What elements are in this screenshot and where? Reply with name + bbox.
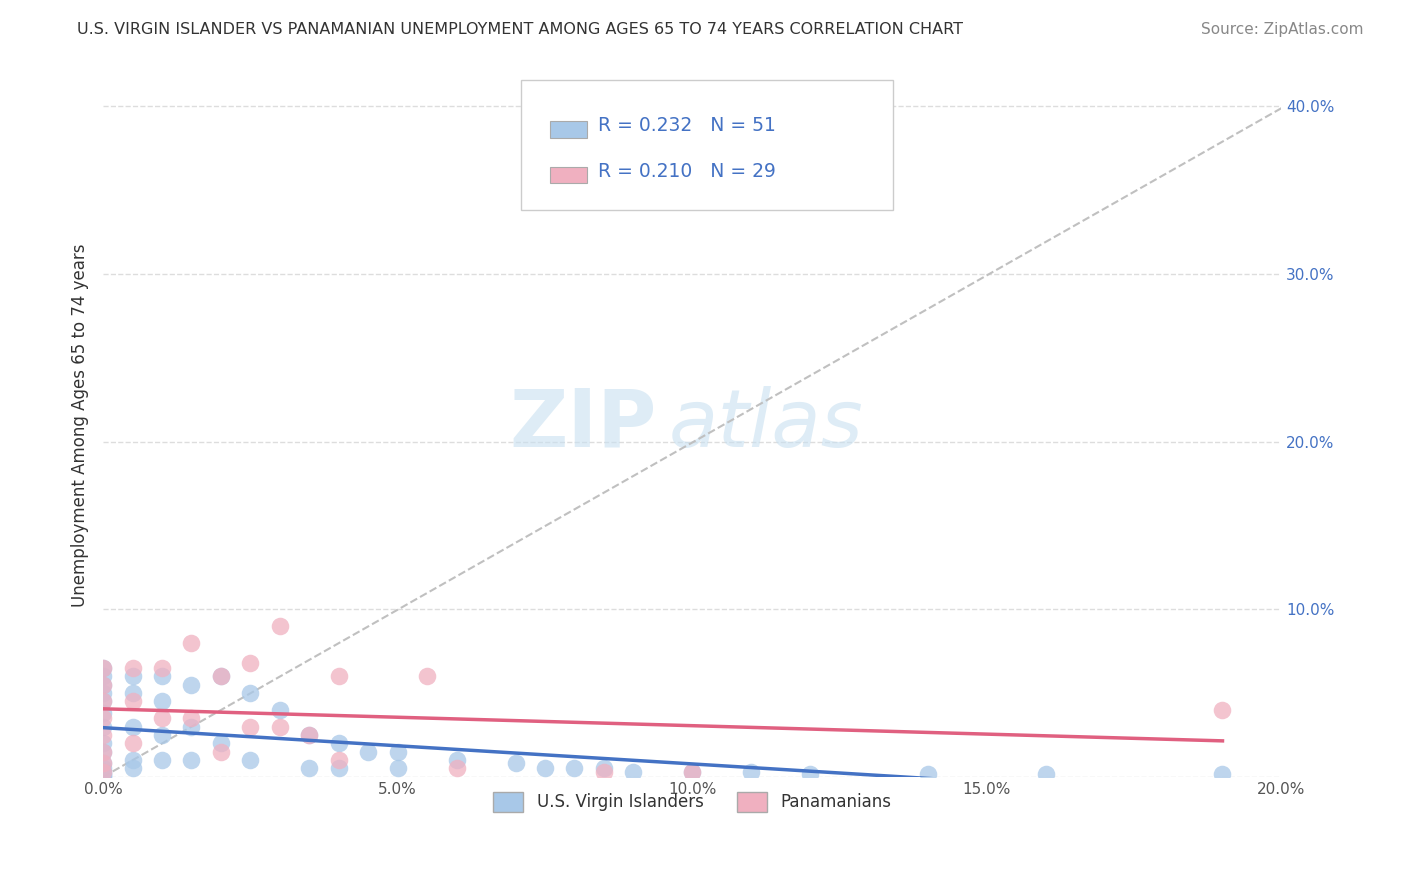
Point: [239, 753, 262, 767]
Point: [593, 764, 616, 779]
Text: ZIP: ZIP: [509, 386, 657, 464]
Point: [91, 736, 114, 750]
Point: [91, 686, 114, 700]
Point: [121, 686, 143, 700]
Point: [91, 661, 114, 675]
Point: [180, 720, 202, 734]
Point: [150, 661, 173, 675]
Point: [180, 753, 202, 767]
Point: [298, 728, 321, 742]
Point: [534, 762, 557, 776]
Point: [681, 764, 703, 779]
Point: [681, 764, 703, 779]
Point: [239, 656, 262, 670]
Point: [91, 745, 114, 759]
Point: [328, 669, 350, 683]
Point: [121, 669, 143, 683]
Point: [121, 736, 143, 750]
Point: [121, 720, 143, 734]
Text: R = 0.232   N = 51: R = 0.232 N = 51: [598, 116, 776, 136]
Y-axis label: Unemployment Among Ages 65 to 74 years: Unemployment Among Ages 65 to 74 years: [72, 244, 89, 607]
Point: [91, 711, 114, 725]
Point: [150, 694, 173, 708]
Point: [446, 762, 468, 776]
Point: [91, 678, 114, 692]
Point: [91, 661, 114, 675]
Legend: U.S. Virgin Islanders, Panamanians: U.S. Virgin Islanders, Panamanians: [479, 779, 904, 825]
Point: [387, 762, 409, 776]
Point: [328, 753, 350, 767]
Point: [180, 678, 202, 692]
Point: [91, 762, 114, 776]
Point: [150, 728, 173, 742]
Point: [239, 686, 262, 700]
Point: [328, 736, 350, 750]
Point: [1035, 766, 1057, 780]
Point: [91, 669, 114, 683]
Point: [180, 636, 202, 650]
Text: Source: ZipAtlas.com: Source: ZipAtlas.com: [1201, 22, 1364, 37]
Point: [91, 694, 114, 708]
Point: [150, 669, 173, 683]
Point: [239, 720, 262, 734]
Point: [91, 728, 114, 742]
Text: R = 0.210   N = 29: R = 0.210 N = 29: [598, 162, 776, 181]
Point: [91, 766, 114, 780]
Point: [150, 753, 173, 767]
Point: [91, 706, 114, 721]
Point: [209, 669, 232, 683]
Point: [91, 756, 114, 771]
Text: U.S. VIRGIN ISLANDER VS PANAMANIAN UNEMPLOYMENT AMONG AGES 65 TO 74 YEARS CORREL: U.S. VIRGIN ISLANDER VS PANAMANIAN UNEMP…: [77, 22, 963, 37]
Point: [91, 756, 114, 771]
Point: [416, 669, 439, 683]
Point: [593, 762, 616, 776]
FancyBboxPatch shape: [550, 167, 588, 184]
Point: [209, 745, 232, 759]
Point: [121, 753, 143, 767]
Point: [91, 745, 114, 759]
Point: [180, 711, 202, 725]
Point: [917, 766, 939, 780]
Point: [564, 762, 586, 776]
Point: [446, 753, 468, 767]
Point: [298, 728, 321, 742]
Point: [328, 762, 350, 776]
Point: [91, 678, 114, 692]
Point: [91, 770, 114, 784]
Point: [269, 720, 291, 734]
Point: [298, 762, 321, 776]
Point: [91, 768, 114, 782]
Point: [91, 764, 114, 779]
Point: [1211, 703, 1233, 717]
Point: [740, 764, 762, 779]
Point: [91, 694, 114, 708]
Point: [387, 745, 409, 759]
Point: [91, 720, 114, 734]
Point: [209, 736, 232, 750]
Text: atlas: atlas: [669, 386, 863, 464]
Point: [269, 619, 291, 633]
Point: [150, 711, 173, 725]
FancyBboxPatch shape: [522, 80, 893, 211]
Point: [621, 764, 644, 779]
Point: [1211, 766, 1233, 780]
Point: [505, 756, 527, 771]
Point: [269, 703, 291, 717]
Point: [209, 669, 232, 683]
Point: [121, 762, 143, 776]
FancyBboxPatch shape: [550, 120, 588, 137]
Point: [799, 766, 821, 780]
Point: [121, 661, 143, 675]
Point: [91, 764, 114, 779]
Point: [121, 694, 143, 708]
Point: [357, 745, 380, 759]
